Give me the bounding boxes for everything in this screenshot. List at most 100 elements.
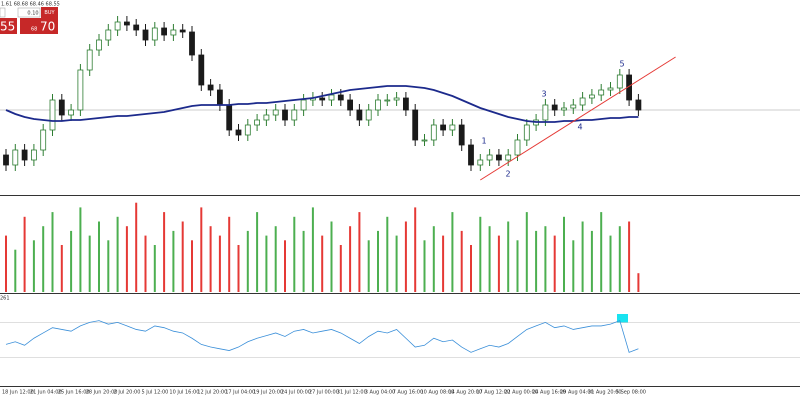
candle-body — [244, 124, 251, 136]
volume-bar — [98, 221, 100, 292]
volume-bar — [284, 240, 286, 292]
x-tick-label: 17 Jul 04:00 — [225, 390, 255, 396]
candle-body — [207, 84, 214, 91]
candle-body — [12, 149, 19, 166]
x-tick-label: 28 Jun 20:00 — [86, 390, 118, 396]
candle-body — [3, 154, 9, 166]
candle-body — [486, 154, 493, 161]
volume-bar — [358, 212, 361, 292]
x-tick-label: 31 Jul 12:00 — [337, 390, 367, 396]
volume-bar — [321, 235, 324, 292]
volume-bar — [32, 240, 35, 292]
volume-bar — [107, 240, 110, 292]
buy-box[interactable] — [20, 18, 58, 34]
volume-bar — [460, 230, 463, 292]
candle-body — [40, 129, 47, 151]
candle-body — [96, 39, 102, 51]
candle-body — [328, 94, 335, 101]
indicator-label: 261 — [0, 296, 10, 302]
x-tick-label: 29 Aug 04:00 — [560, 390, 594, 396]
lot-field[interactable] — [17, 7, 41, 18]
x-tick-label: 27 Jul 00:00 — [309, 390, 339, 396]
volume-bar — [163, 212, 166, 292]
volume-bar — [470, 245, 472, 292]
volume-bar — [451, 212, 454, 292]
wave-label: 5 — [619, 60, 624, 69]
candle-body — [505, 154, 512, 161]
candle-body — [58, 99, 65, 116]
volume-bar — [172, 230, 175, 292]
volume-bar — [628, 221, 631, 292]
x-tick-label: 25 Jun 16:00 — [58, 390, 90, 396]
candle-body — [570, 104, 577, 109]
candle-body — [551, 104, 558, 111]
candle-body — [356, 109, 363, 121]
volume-bar — [563, 216, 565, 292]
volume-bar — [228, 216, 231, 292]
toolbar: 1.61 68.68 68.46 68.55 0.10 BUY 55 68 70 — [0, 2, 60, 34]
buy-button[interactable] — [41, 7, 58, 18]
candle-body — [468, 144, 474, 166]
x-tick-label: 22 Aug 00:00 — [504, 390, 538, 396]
sell-price: 55 — [0, 20, 15, 34]
candle-body — [170, 29, 177, 36]
volume-bar — [135, 202, 138, 292]
candle-body — [514, 139, 521, 156]
candle-body — [449, 124, 456, 131]
button[interactable] — [0, 7, 6, 18]
quote: 1.61 68.68 68.46 68.55 — [1, 2, 60, 8]
volume-bar — [609, 235, 612, 292]
volume-bar — [414, 207, 417, 292]
volume-bar — [395, 235, 398, 292]
candle-body — [421, 139, 428, 142]
volume-bar — [488, 226, 491, 292]
candle-body — [607, 87, 614, 91]
candle-body — [179, 29, 186, 33]
candle-body — [319, 97, 326, 101]
wave-label: 3 — [541, 90, 546, 99]
volume-bar — [618, 226, 621, 292]
wave-label: 1 — [481, 137, 486, 146]
volume-bar — [330, 221, 333, 292]
volume-bar — [14, 249, 17, 292]
x-tick-label: 24 Jul 00:00 — [281, 390, 311, 396]
volume-bar — [479, 216, 482, 292]
candle-body — [375, 99, 381, 111]
x-tick-label: 10 Jul 16:00 — [169, 390, 199, 396]
candle-body — [161, 27, 168, 36]
wave-label: 2 — [505, 170, 510, 179]
x-tick-label: 24 Aug 16:00 — [532, 390, 566, 396]
candle-body — [86, 49, 93, 71]
volume-bar — [191, 240, 193, 292]
x-tick-label: 21 Jun 04:00 — [30, 390, 62, 396]
x-tick-label: 5 Sep 08:00 — [616, 390, 646, 396]
volume-bar — [423, 240, 426, 292]
candle-body — [49, 99, 56, 131]
volume-bar — [88, 235, 91, 292]
volume-bar — [339, 245, 342, 292]
volume-bar — [349, 226, 352, 292]
volume-bar — [386, 216, 389, 292]
volume-bar — [507, 221, 510, 292]
candle-body — [263, 114, 270, 121]
volume-bar — [237, 245, 240, 292]
candle-body — [68, 109, 74, 116]
candle-body — [77, 69, 84, 111]
volume-bar — [79, 207, 82, 292]
volume-bar — [116, 216, 119, 292]
volume-bar — [274, 226, 277, 292]
volume-bar — [637, 273, 640, 292]
volume-bar — [144, 235, 147, 292]
candle-body — [412, 109, 419, 141]
volume-bar — [181, 221, 184, 292]
volume-bar — [42, 226, 45, 292]
buy-label: BUY — [44, 10, 55, 16]
candle-body — [477, 159, 484, 166]
trendline — [480, 56, 676, 181]
candle-body — [142, 29, 149, 41]
sell-box[interactable] — [0, 18, 17, 34]
candle-body — [523, 124, 530, 141]
volume-bar — [516, 240, 519, 292]
